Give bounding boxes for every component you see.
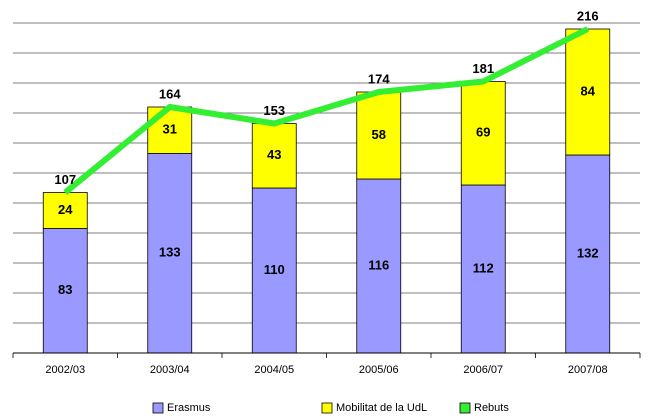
bar [565,28,611,156]
legend-label: Rebuts [474,402,509,414]
bar [565,154,611,354]
data-label: 181 [472,61,494,76]
data-label: 110 [264,262,285,277]
legend-label: Mobilitat de la UdL [336,402,427,414]
bar [460,81,506,186]
data-label: 69 [476,125,490,140]
data-label: 107 [54,172,76,187]
data-label: 216 [577,8,599,23]
x-tick-label: 2006/07 [463,364,503,376]
bar [460,184,506,354]
bar [147,153,193,354]
data-label: 116 [368,257,389,272]
x-tick-label: 2007/08 [568,364,608,376]
legend-swatch [152,402,164,414]
data-label: 84 [581,83,596,98]
bar [147,106,193,154]
data-label: 58 [372,127,386,142]
legend-swatch [459,402,471,414]
x-tick-label: 2005/06 [359,364,399,376]
data-label: 83 [58,282,72,297]
data-label: 132 [577,245,599,260]
bar [356,178,402,354]
data-label: 174 [368,71,390,86]
data-label: 112 [473,260,494,275]
data-label: 133 [159,245,181,260]
legend-swatch [321,402,333,414]
legend-label: Erasmus [167,402,211,414]
data-label: 43 [267,147,281,162]
x-tick-label: 2002/03 [45,364,85,376]
bar [251,187,297,354]
x-tick-label: 2004/05 [254,364,294,376]
data-label: 31 [163,122,177,137]
line [63,26,590,195]
data-label: 164 [159,86,181,101]
x-tick-label: 2003/04 [150,364,190,376]
bar [356,91,402,180]
data-label: 153 [263,103,285,118]
bar [42,192,88,229]
bar [251,123,297,189]
data-label: 24 [58,202,73,217]
